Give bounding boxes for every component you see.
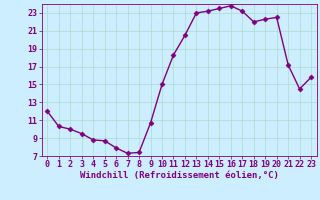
X-axis label: Windchill (Refroidissement éolien,°C): Windchill (Refroidissement éolien,°C) bbox=[80, 171, 279, 180]
